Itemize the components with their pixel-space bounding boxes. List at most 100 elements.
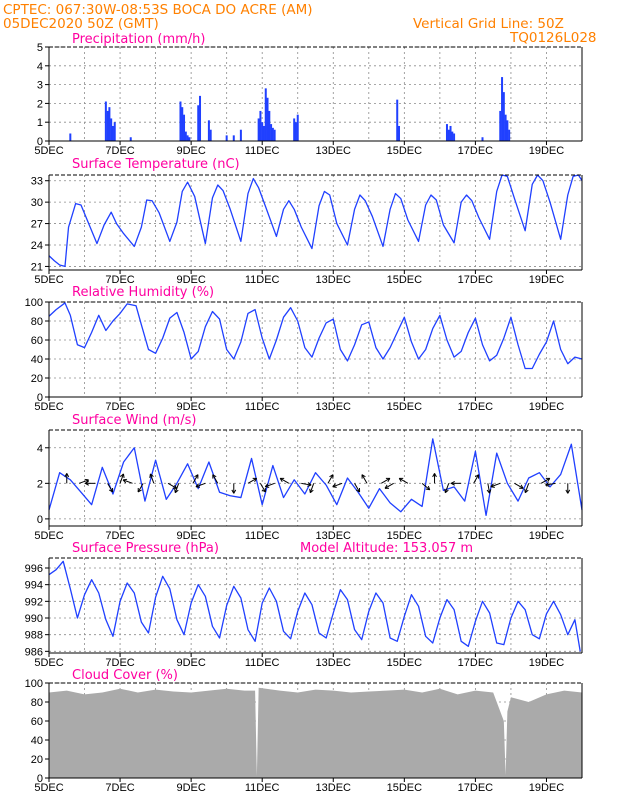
precip-bar <box>113 122 116 141</box>
cloud-xtick-label: 7DEC <box>105 782 134 794</box>
temp-xtick-label: 9DEC <box>176 274 205 286</box>
wind-arrow <box>192 474 199 484</box>
rh-ytick-label: 60 <box>31 335 43 347</box>
wind-arrow <box>421 482 431 491</box>
precip-bar <box>396 99 399 141</box>
precip-bar <box>270 124 273 141</box>
pressure-xtick-label: 9DEC <box>176 657 205 669</box>
wind-arrow <box>301 482 312 487</box>
precip-bar <box>110 118 113 141</box>
wind-title: Surface Wind (m/s) <box>72 413 196 428</box>
precip-bar <box>501 77 504 141</box>
wind-arrow <box>473 474 480 484</box>
precip-bar <box>268 110 271 141</box>
wind-arrow <box>565 483 571 494</box>
precip-bar <box>506 120 509 141</box>
precip-xtick-label: 13DEC <box>316 145 352 157</box>
cloud-ytick-label: 60 <box>31 716 43 728</box>
cloud-xtick-label: 9DEC <box>176 782 205 794</box>
cloud-xtick-label: 5DEC <box>34 782 63 794</box>
precip-bar <box>239 129 242 141</box>
wind-arrow <box>107 483 114 493</box>
cloud-xtick-label: 13DEC <box>316 782 352 794</box>
pressure-ytick-label: 996 <box>25 563 43 575</box>
rh-xtick-label: 5DEC <box>34 401 63 413</box>
precip-bar <box>181 107 184 141</box>
header-date: 05DEC2020 50Z (GMT) <box>3 16 159 32</box>
pressure-xtick-label: 7DEC <box>105 657 134 669</box>
wind-line <box>48 438 583 516</box>
wind-arrow <box>380 477 391 484</box>
precip-bar <box>186 135 189 141</box>
precip-ytick-label: 2 <box>37 98 43 110</box>
rh-panel: Relative Humidity (%) 0 20 40 60 80 100 5DEC 7DE… <box>25 285 583 413</box>
cloud-ytick-label: 40 <box>31 735 43 747</box>
precip-panel: Precipitation (mm/h) 0 1 2 3 4 5 5DEC 7DEC 9DEC 11… <box>34 32 583 157</box>
pressure-xtick-label: 17DEC <box>458 657 494 669</box>
precip-bar <box>451 131 454 141</box>
wind-arrow <box>167 482 178 489</box>
wind-arrow <box>309 483 315 494</box>
precip-ytick-label: 1 <box>37 117 43 129</box>
rh-xtick-label: 9DEC <box>176 401 205 413</box>
precip-bar <box>271 127 274 141</box>
pressure-ytick-label: 994 <box>25 580 43 592</box>
wind-xtick-label: 19DEC <box>529 530 565 542</box>
rh-ytick-label: 40 <box>31 354 43 366</box>
temp-xtick-label: 7DEC <box>105 274 134 286</box>
wind-arrow <box>279 477 290 484</box>
wind-xtick-label: 11DEC <box>245 530 280 542</box>
wind-arrow <box>524 483 530 494</box>
wind-arrow <box>545 482 556 487</box>
pressure-title: Surface Pressure (hPa) <box>72 541 219 556</box>
temp-xtick-label: 5DEC <box>34 274 63 286</box>
wind-arrow <box>490 482 501 488</box>
pressure-annotation: Model Altitude: 153.057 m <box>300 541 473 556</box>
precip-bar <box>197 105 200 141</box>
precip-bar <box>262 125 265 141</box>
wind-arrow <box>486 483 492 494</box>
pressure-xtick-label: 19DEC <box>529 657 565 669</box>
precip-bar <box>225 135 228 141</box>
wind-ytick-label: 0 <box>37 514 43 526</box>
precip-bar <box>259 110 262 141</box>
temp-ytick-label: 33 <box>31 176 43 188</box>
wind-arrow <box>327 474 334 484</box>
wind-panel: Surface Wind (m/s) 0 2 4 5DEC 7DEC 9DEC 11DEC 13… <box>34 413 583 542</box>
pressure-xtick-label: 5DEC <box>34 657 63 669</box>
wind-arrow <box>332 482 343 488</box>
rh-xtick-label: 15DEC <box>387 401 423 413</box>
wind-arrow <box>264 482 275 488</box>
wind-arrow <box>450 480 462 486</box>
wind-arrow <box>259 483 266 493</box>
temp-xtick-label: 11DEC <box>245 274 280 286</box>
wind-arrow <box>444 483 450 494</box>
wind-arrow <box>231 483 237 494</box>
precip-bar <box>108 107 111 141</box>
precip-ytick-label: 5 <box>37 42 43 54</box>
rh-xtick-label: 11DEC <box>245 401 280 413</box>
precip-bar <box>266 97 269 141</box>
pressure-ytick-label: 986 <box>25 646 43 658</box>
wind-arrow <box>137 483 144 493</box>
rh-line <box>48 302 583 370</box>
precip-bar <box>232 135 235 141</box>
temp-ytick-label: 27 <box>31 219 43 231</box>
precip-bar <box>508 129 511 141</box>
pressure-line <box>48 560 581 652</box>
precip-xtick-label: 17DEC <box>458 145 494 157</box>
precip-bar <box>447 129 450 141</box>
precip-bar <box>453 133 456 141</box>
precip-bar <box>179 101 182 141</box>
precip-ytick-label: 3 <box>37 80 43 92</box>
header-code: TQ0126L028 <box>509 30 597 46</box>
precip-bar <box>199 95 202 141</box>
rh-ytick-label: 0 <box>37 392 43 404</box>
cloud-xtick-label: 11DEC <box>245 782 280 794</box>
wind-ytick-label: 2 <box>37 478 43 490</box>
wind-xtick-label: 13DEC <box>316 530 352 542</box>
rh-xtick-label: 13DEC <box>316 401 352 413</box>
wind-xtick-label: 17DEC <box>458 530 494 542</box>
cloud-panel: Cloud Cover (%) 0 20 40 60 80 100 5DEC 7DEC 9DEC 1… <box>25 668 583 794</box>
cloud-ytick-label: 0 <box>37 773 43 785</box>
